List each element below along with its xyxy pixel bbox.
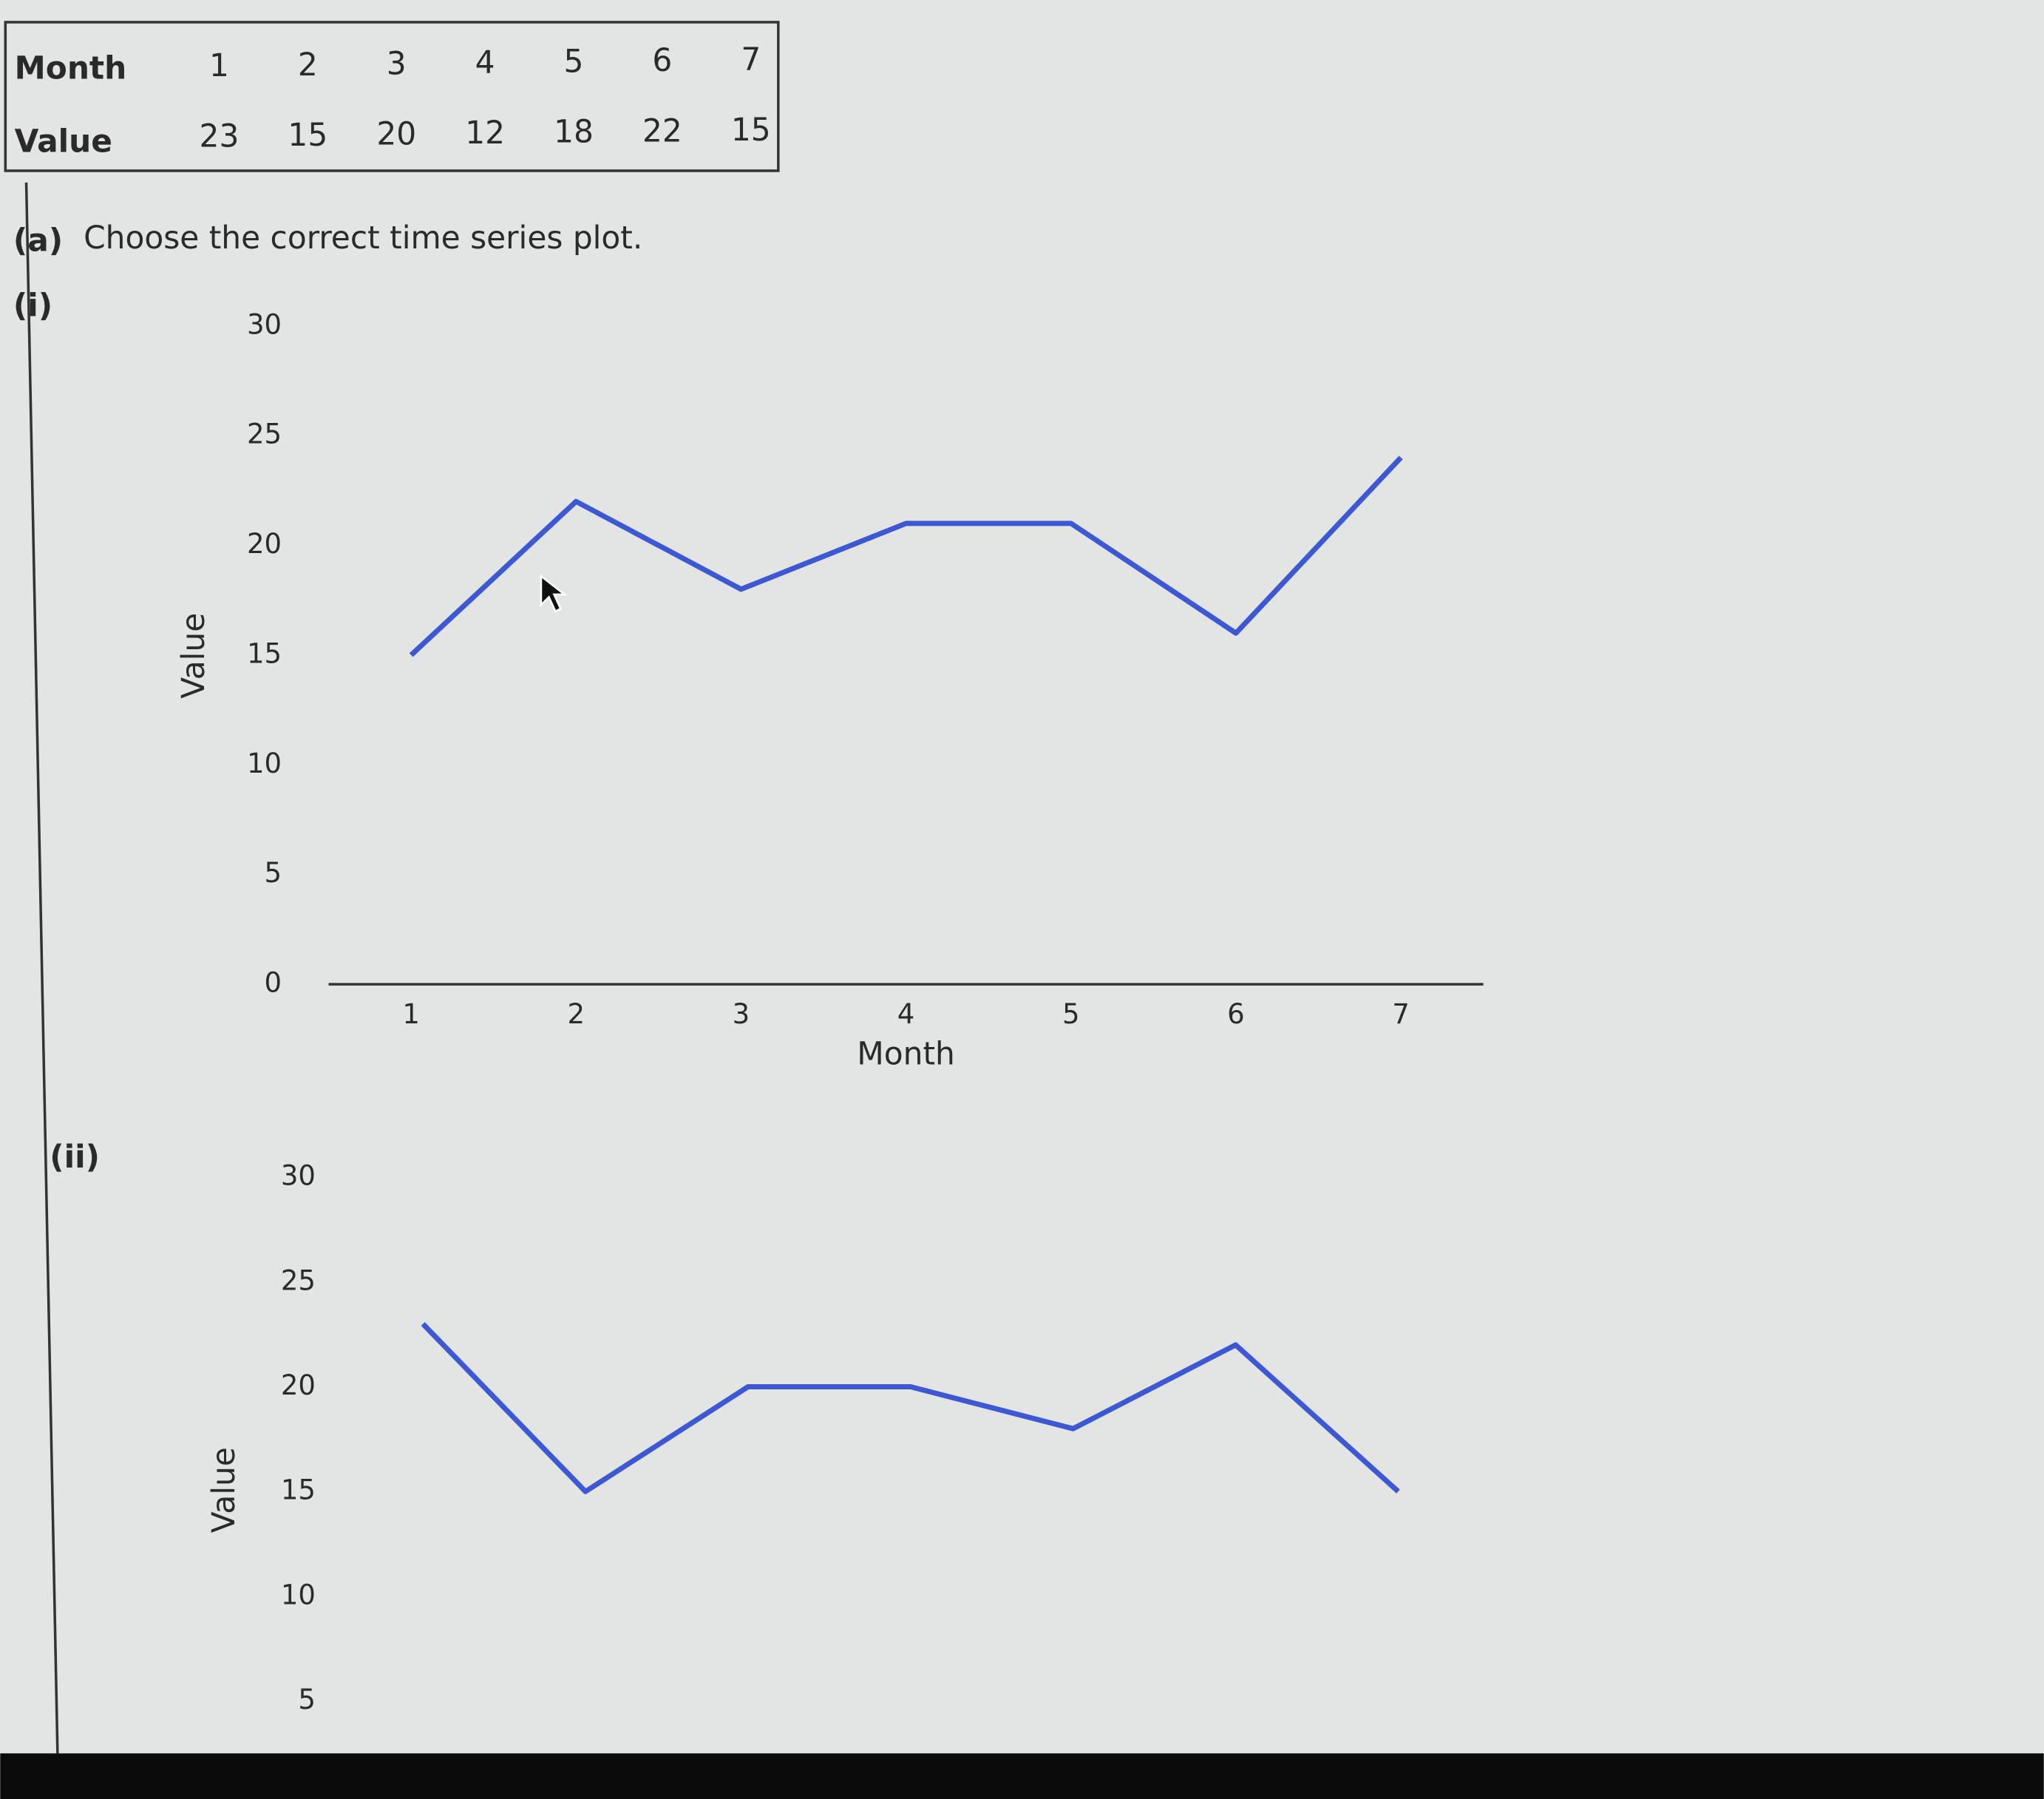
x-tick-label: 7	[1392, 998, 1410, 1030]
y-tick-label: 10	[281, 1579, 316, 1610]
y-axis-label: Value	[175, 613, 211, 699]
table-cell: 7	[741, 41, 761, 78]
x-tick-label: 2	[568, 998, 585, 1030]
option-label[interactable]: (ii)	[50, 1139, 100, 1175]
y-tick-label: 25	[247, 419, 282, 450]
data-line	[409, 455, 1403, 657]
x-tick-label: 4	[897, 998, 915, 1030]
y-tick-label: 30	[281, 1160, 316, 1192]
x-tick-label: 5	[1062, 998, 1080, 1030]
y-tick-label: 15	[247, 637, 282, 669]
background	[0, 0, 2043, 1753]
part-label: (a)	[13, 222, 63, 258]
left-border	[24, 182, 59, 1754]
table-cell: 4	[475, 44, 495, 81]
table-cell: 23	[200, 118, 240, 154]
mouse-cursor	[540, 574, 568, 613]
table-cell: 15	[731, 112, 771, 148]
table-cell: 3	[387, 45, 407, 81]
table-cell: 15	[288, 117, 327, 153]
question-text: Choose the correct time series plot.	[84, 220, 642, 256]
table-cell: 12	[465, 115, 505, 151]
x-axis-label: Month	[857, 1036, 955, 1072]
y-tick-label: 15	[281, 1474, 316, 1506]
y-tick-label: 5	[265, 857, 282, 889]
table-cell: 5	[564, 44, 584, 80]
y-tick-label: 20	[281, 1369, 316, 1401]
option-label[interactable]: (i)	[13, 288, 52, 324]
screen-bezel	[0, 1753, 2044, 1799]
y-tick-label: 25	[281, 1264, 316, 1296]
y-tick-label: 0	[265, 967, 282, 999]
y-axis-label: Value	[206, 1447, 242, 1533]
table-cell: 6	[652, 42, 672, 78]
row-header: Value	[15, 123, 112, 159]
y-tick-label: 5	[298, 1684, 316, 1715]
y-tick-label: 20	[247, 528, 282, 560]
table-cell: 18	[554, 114, 594, 150]
data-line	[421, 1322, 1400, 1494]
table-cell: 22	[642, 112, 682, 149]
y-tick-label: 10	[247, 748, 282, 779]
table-cell: 2	[298, 47, 318, 83]
x-tick-label: 6	[1227, 998, 1245, 1030]
x-tick-label: 1	[402, 998, 420, 1030]
y-tick-label: 30	[247, 308, 282, 340]
row-header: Month	[15, 50, 127, 87]
table-cell: 1	[209, 47, 229, 84]
table-cell: 20	[376, 116, 416, 152]
data-table	[4, 21, 780, 172]
x-tick-label: 3	[733, 998, 750, 1030]
